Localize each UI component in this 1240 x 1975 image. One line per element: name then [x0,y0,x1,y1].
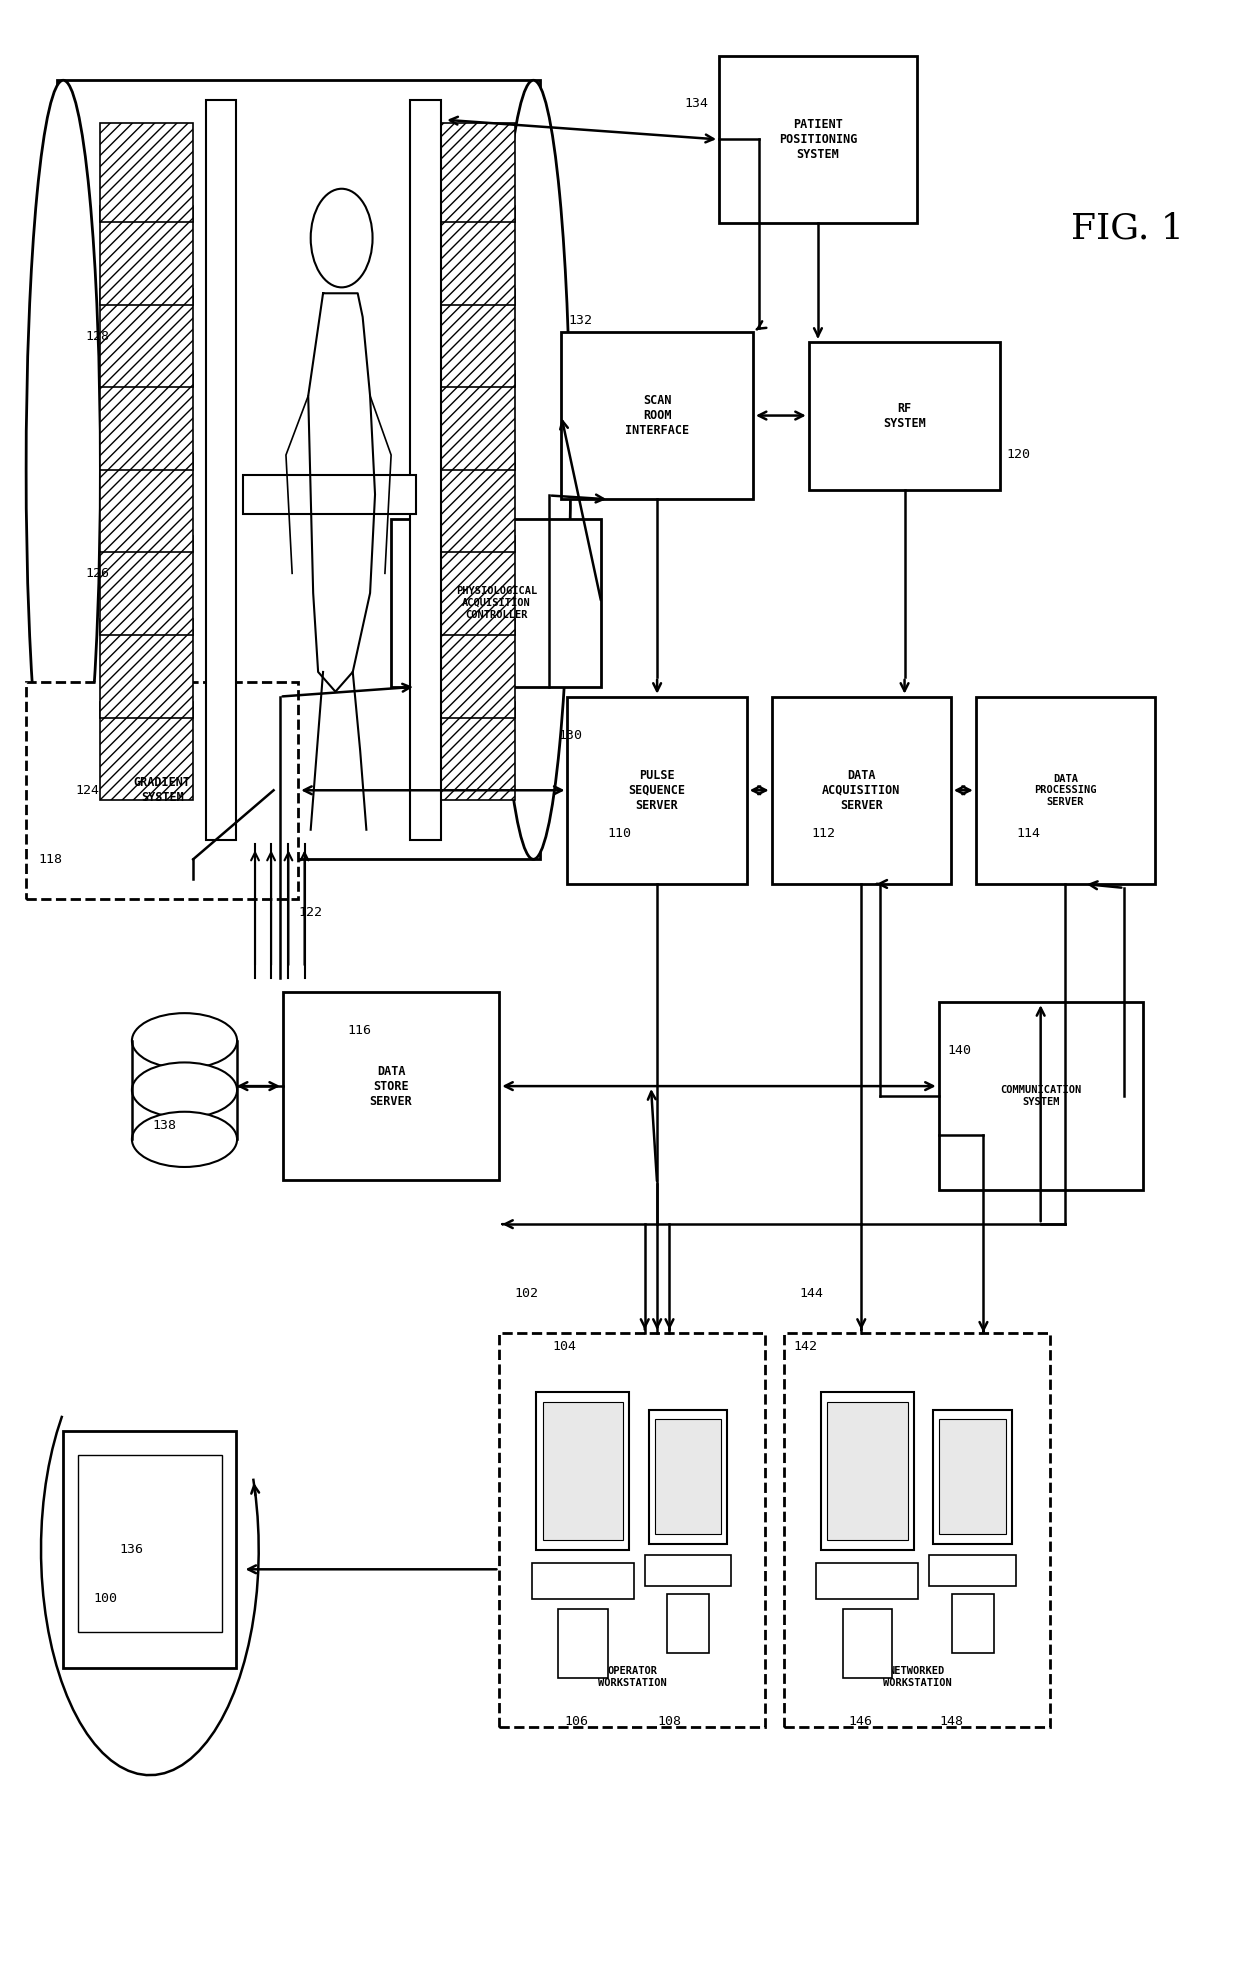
Bar [100,701,193,800]
Text: 148: 148 [939,1714,963,1728]
Bar [78,1456,222,1633]
Bar [422,205,515,304]
Text: 124: 124 [76,784,99,796]
Bar [100,454,193,553]
Text: 146: 146 [849,1714,873,1728]
Bar [843,1610,893,1679]
Bar [57,81,539,859]
Text: 106: 106 [564,1714,588,1728]
Bar [719,55,916,223]
Bar [558,1610,608,1679]
Text: 112: 112 [812,828,836,839]
Text: 110: 110 [608,828,631,839]
Text: PULSE
SEQUENCE
SERVER: PULSE SEQUENCE SERVER [629,768,686,812]
Text: 128: 128 [86,330,109,344]
Bar [537,1392,629,1550]
Text: COMMUNICATION
SYSTEM: COMMUNICATION SYSTEM [999,1084,1081,1106]
Ellipse shape [131,1063,237,1118]
Text: RF
SYSTEM: RF SYSTEM [883,401,926,429]
Bar [543,1402,622,1540]
Bar [934,1410,1012,1544]
Ellipse shape [131,1013,237,1068]
Bar [422,618,515,717]
Circle shape [311,190,372,286]
Bar [667,1594,709,1653]
Bar [562,332,753,500]
Bar [100,288,193,387]
Bar [939,1001,1143,1189]
Bar [784,1333,1050,1726]
Bar [422,371,515,470]
Text: DATA
STORE
SERVER: DATA STORE SERVER [370,1065,413,1108]
Bar [568,697,746,885]
Bar [100,537,193,636]
Bar [206,101,237,839]
Bar [422,454,515,553]
Text: NETWORKED
WORKSTATION: NETWORKED WORKSTATION [883,1667,951,1689]
Text: GRADIENT
SYSTEM: GRADIENT SYSTEM [134,776,191,804]
Text: SCAN
ROOM
INTERFACE: SCAN ROOM INTERFACE [625,395,689,436]
Text: 136: 136 [119,1542,143,1556]
Text: 144: 144 [800,1286,823,1300]
Bar [100,371,193,470]
Bar [100,618,193,717]
Bar [422,122,515,221]
Bar [976,697,1156,885]
Text: 140: 140 [947,1045,972,1057]
Bar [422,288,515,387]
Bar [771,697,951,885]
Bar [645,1556,732,1586]
Text: 104: 104 [552,1339,575,1353]
Text: 114: 114 [1016,828,1040,839]
Text: PATIENT
POSITIONING
SYSTEM: PATIENT POSITIONING SYSTEM [779,118,857,160]
Bar [63,1432,237,1669]
Bar [409,101,440,839]
Bar [26,681,299,899]
Bar [422,701,515,800]
Bar [422,537,515,636]
Text: 122: 122 [299,907,322,918]
Bar [391,519,601,687]
Text: 108: 108 [657,1714,681,1728]
Bar [929,1556,1016,1586]
Text: 120: 120 [1006,448,1030,462]
Ellipse shape [131,1112,237,1167]
Text: 134: 134 [684,97,708,111]
Text: 130: 130 [558,729,582,741]
Bar [500,1333,765,1726]
Bar [821,1392,914,1550]
Bar [649,1410,728,1544]
Bar [827,1402,908,1540]
Text: 126: 126 [86,567,109,581]
Text: 118: 118 [38,853,62,865]
Text: 132: 132 [568,314,591,328]
Text: 116: 116 [347,1025,372,1037]
Text: FIG. 1: FIG. 1 [1071,211,1184,245]
Text: 102: 102 [515,1286,539,1300]
Text: 138: 138 [153,1120,176,1132]
Bar [951,1594,993,1653]
Bar [100,205,193,304]
Bar [808,342,1001,490]
Bar [655,1420,722,1535]
Ellipse shape [26,81,100,859]
Ellipse shape [496,81,570,859]
Text: 100: 100 [93,1592,117,1606]
Bar [283,991,500,1179]
Text: 142: 142 [794,1339,817,1353]
Bar [532,1564,634,1600]
Text: DATA
ACQUISITION
SERVER: DATA ACQUISITION SERVER [822,768,900,812]
Text: DATA
PROCESSING
SERVER: DATA PROCESSING SERVER [1034,774,1096,808]
Text: PHYSIOLOGICAL
ACQUISITION
CONTROLLER: PHYSIOLOGICAL ACQUISITION CONTROLLER [455,587,537,620]
Bar [940,1420,1006,1535]
Bar [100,122,193,221]
Bar [816,1564,919,1600]
Text: OPERATOR
WORKSTATION: OPERATOR WORKSTATION [598,1667,667,1689]
Bar [243,474,415,514]
